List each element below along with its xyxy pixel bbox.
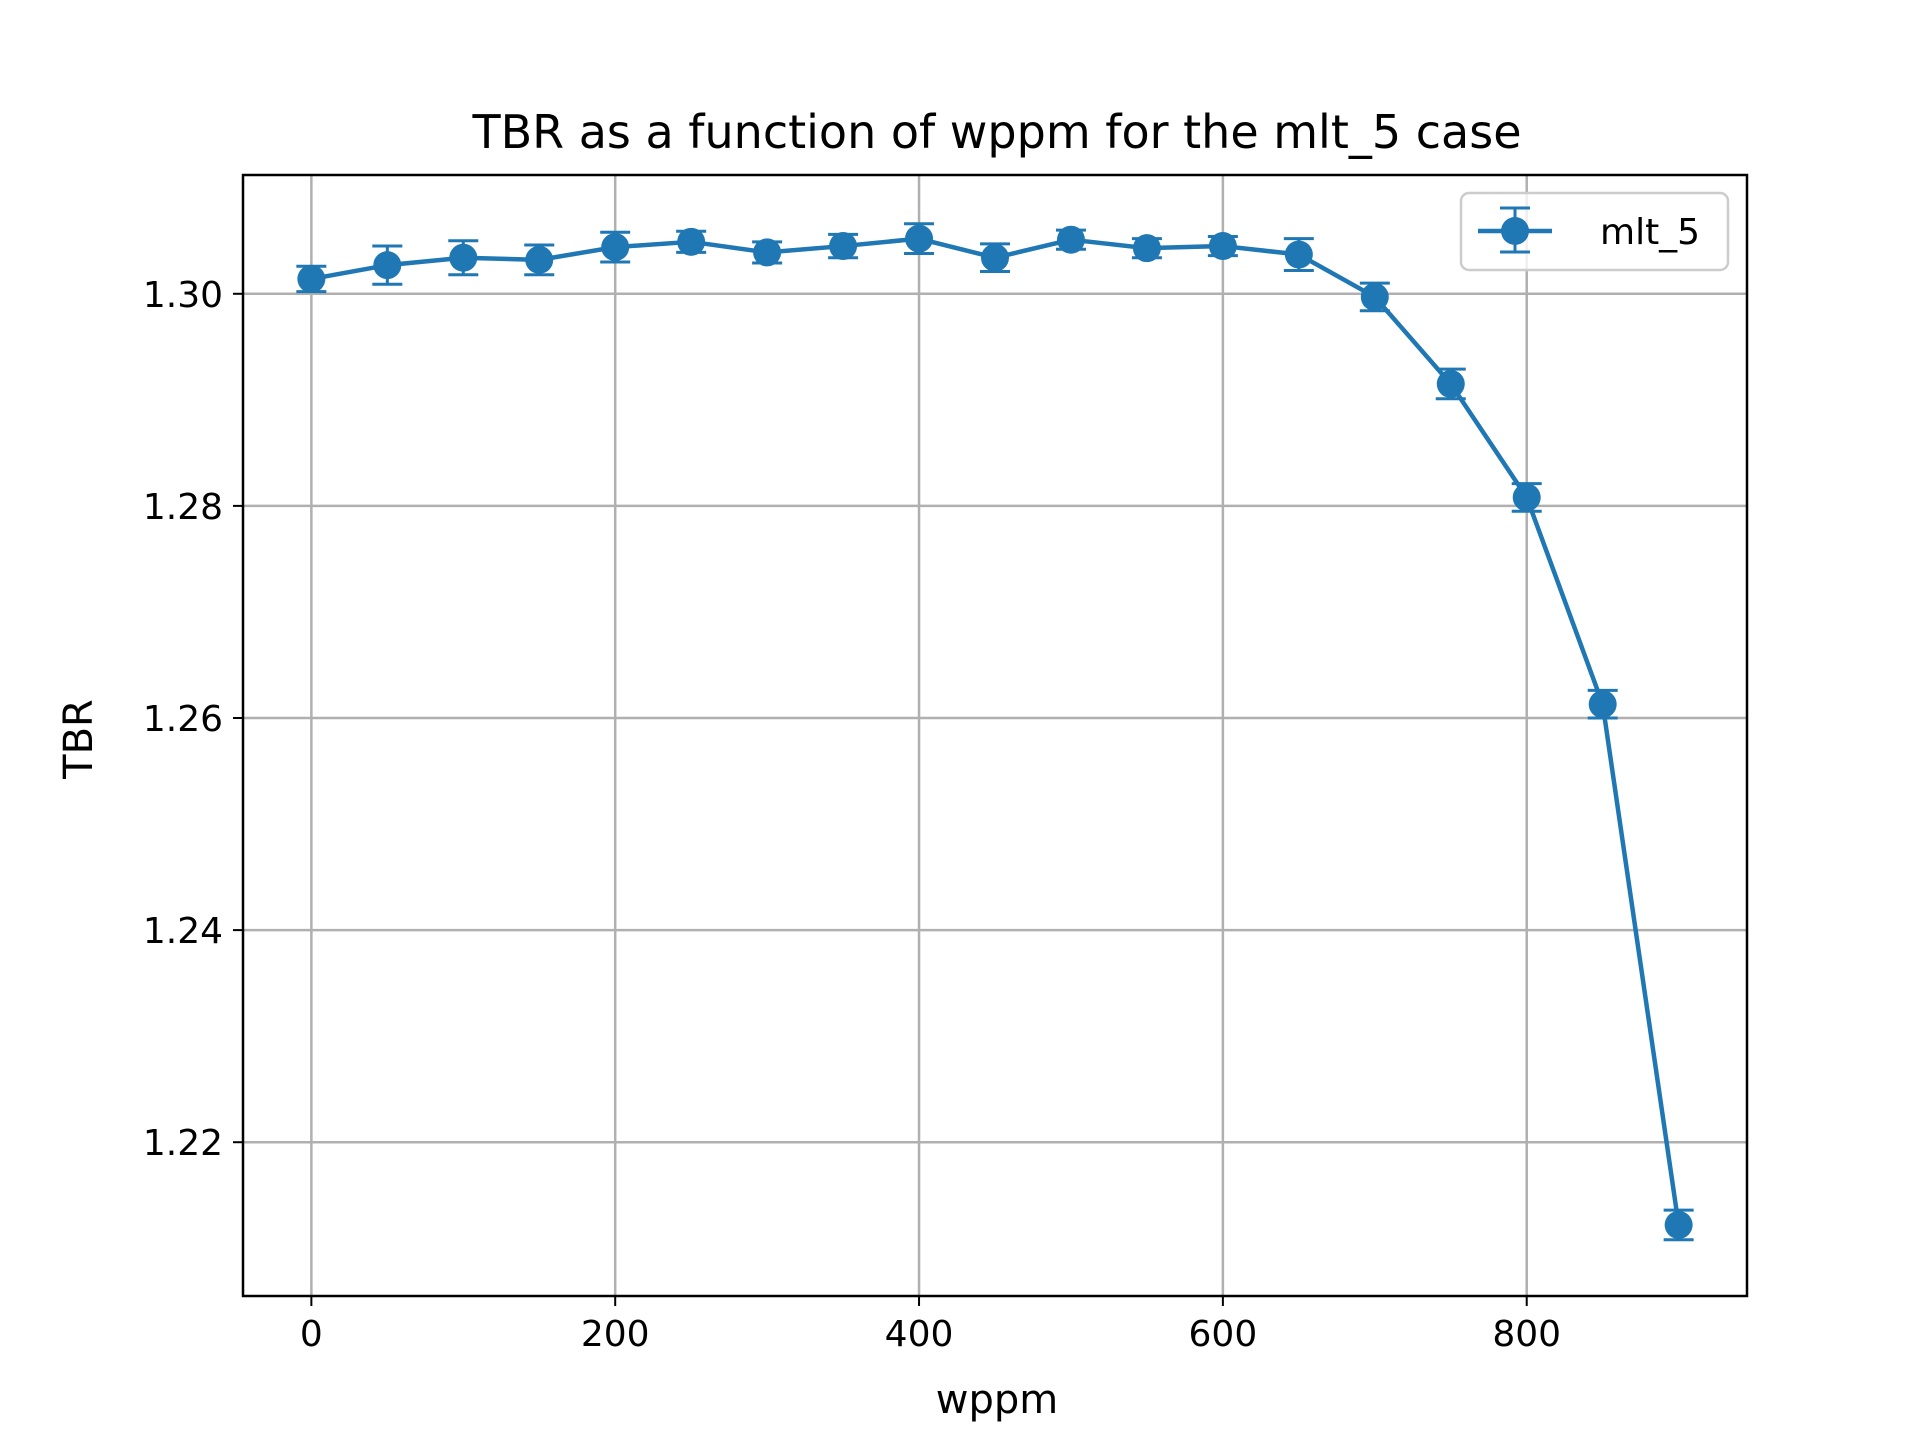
legend: mlt_5	[1459, 191, 1730, 272]
x-tick-label: 200	[581, 1314, 650, 1355]
axis-ticks: 0 200 400 600 800 1.22 1.24 1.26 1.28 1.30	[143, 275, 1561, 1355]
series-line	[310, 236, 1681, 1226]
legend-label-mlt-5: mlt_5	[1600, 212, 1700, 253]
x-tick-label: 400	[885, 1314, 954, 1355]
data-point	[1132, 234, 1161, 263]
y-tick-label: 1.30	[143, 275, 223, 316]
legend-marker-mlt-5	[1478, 206, 1552, 254]
data-point	[1436, 369, 1465, 398]
data-point	[829, 232, 858, 261]
x-tick-label: 0	[300, 1314, 323, 1355]
plot-frame	[241, 173, 1749, 1298]
data-point	[905, 224, 934, 253]
data-point	[449, 243, 478, 272]
data-point	[1208, 232, 1237, 261]
data-point	[1284, 240, 1313, 269]
y-tick-label: 1.22	[143, 1123, 223, 1164]
data-point	[1664, 1210, 1693, 1239]
data-point	[753, 238, 782, 267]
x-axis-label: wppm	[936, 1377, 1058, 1423]
x-tick-label: 600	[1189, 1314, 1258, 1355]
data-point	[981, 243, 1009, 272]
data-point	[525, 245, 554, 274]
data-point	[601, 233, 630, 262]
data-point	[297, 264, 326, 293]
data-point	[1360, 282, 1389, 311]
series-mlt-5	[296, 222, 1694, 1242]
y-tick-label: 1.26	[143, 699, 223, 740]
y-axis-label: TBR	[56, 699, 102, 780]
y-tick-label: 1.24	[143, 911, 223, 952]
chart-title: TBR as a function of wppm for the mlt_5 …	[471, 105, 1521, 159]
x-tick-label: 800	[1492, 1314, 1561, 1355]
data-point	[1056, 225, 1085, 254]
grid	[243, 175, 1747, 1296]
data-point	[373, 251, 402, 280]
data-point	[677, 227, 706, 256]
data-point	[1588, 690, 1617, 719]
data-point	[1512, 483, 1541, 512]
y-tick-label: 1.28	[143, 487, 223, 528]
